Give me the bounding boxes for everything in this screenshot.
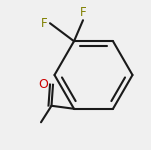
Text: O: O bbox=[39, 78, 48, 90]
Text: F: F bbox=[40, 17, 47, 30]
Text: F: F bbox=[80, 6, 86, 19]
